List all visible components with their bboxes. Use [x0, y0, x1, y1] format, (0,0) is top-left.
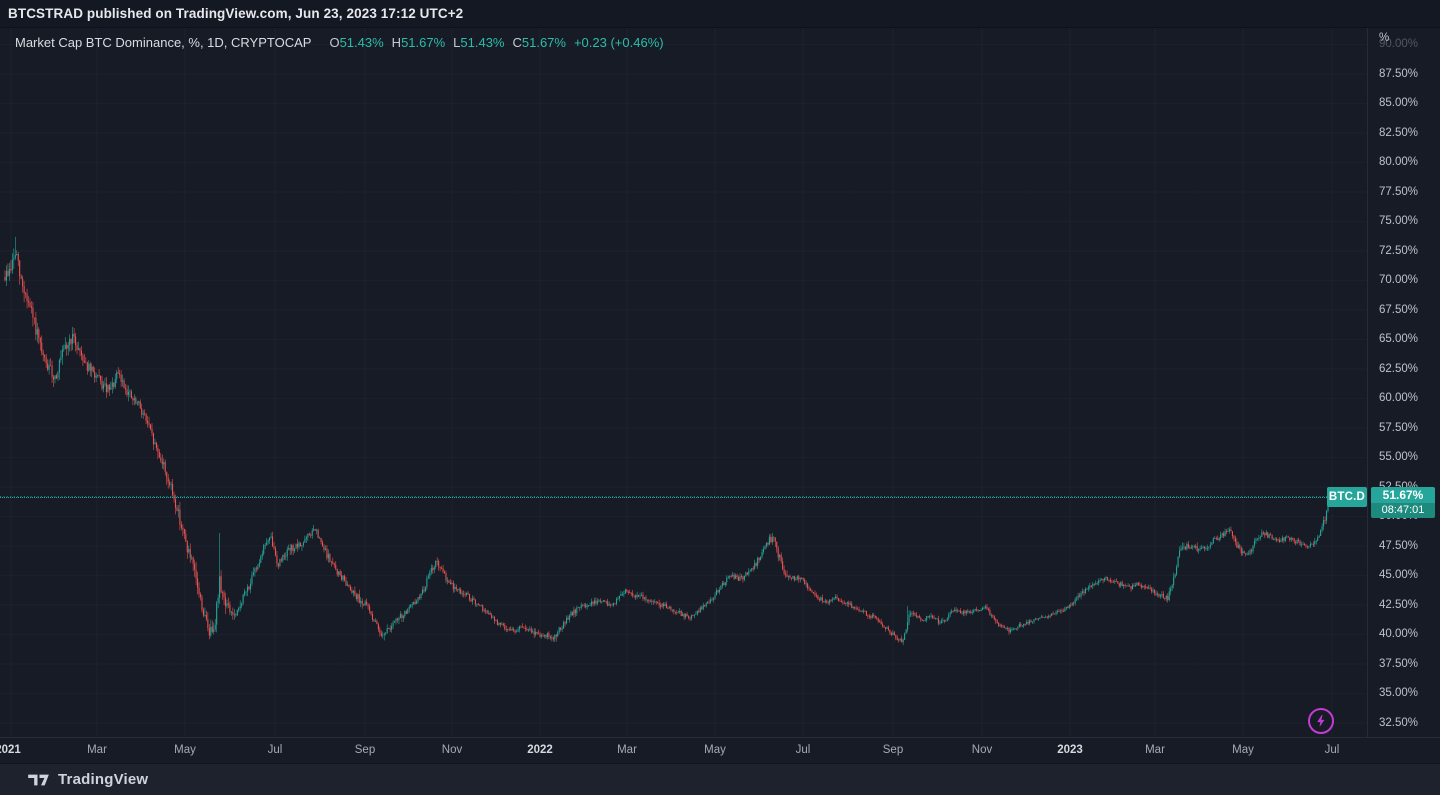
price-axis-unit: % — [1379, 32, 1390, 44]
time-axis-month-label: Sep — [882, 744, 904, 756]
price-tick-label: 85.00% — [1379, 97, 1419, 109]
price-tick-label: 45.00% — [1379, 569, 1419, 581]
price-tick-label: 40.00% — [1379, 628, 1419, 640]
price-tick-label: 65.00% — [1379, 333, 1419, 345]
idea-publish-marker[interactable] — [1308, 708, 1334, 734]
chart-legend: Market Cap BTC Dominance, %, 1D, CRYPTOC… — [15, 32, 664, 52]
ohlc-values: O 51.43% H 51.67% L 51.43% C 51.67% — [321, 35, 566, 50]
candlestick-chart-canvas[interactable] — [0, 28, 1367, 737]
footer-bar: TradingView — [0, 763, 1440, 795]
time-axis-month-label: May — [1232, 744, 1254, 756]
tradingview-brand[interactable]: TradingView — [58, 771, 149, 788]
price-tick-label: 77.50% — [1379, 185, 1419, 198]
symbol-price-badge: BTC.D — [1327, 486, 1367, 507]
chart-area: Market Cap BTC Dominance, %, 1D, CRYPTOC… — [0, 28, 1440, 763]
price-tick-label: 62.50% — [1379, 362, 1419, 375]
price-tick-label: 55.00% — [1379, 451, 1419, 463]
time-axis-month-label: Mar — [617, 744, 637, 756]
change-value: +0.23 (+0.46%) — [573, 34, 664, 50]
ohlc-value: 51.43% — [339, 34, 384, 50]
price-tick-label: 87.50% — [1379, 67, 1419, 80]
time-axis-month-label: May — [704, 744, 726, 756]
price-tick-label: 37.50% — [1379, 657, 1419, 670]
time-axis[interactable]: 2021 Mar May Jul Sep Nov 2022 Mar May Jul Sep Nov 20… — [0, 737, 1440, 763]
price-tick-label: 72.50% — [1379, 244, 1419, 257]
price-tick-label: 75.00% — [1379, 215, 1419, 227]
ohlc-letter: L — [453, 34, 461, 50]
last-price-line — [0, 496, 1327, 498]
price-tick-label: 70.00% — [1379, 274, 1419, 286]
ohlc-value: 51.67% — [401, 34, 446, 50]
last-price-value: 51.67% — [1371, 486, 1435, 503]
tradingview-logo-icon — [28, 774, 49, 785]
time-axis-month-label: Jul — [267, 744, 283, 756]
price-tick-label: 35.00% — [1379, 687, 1419, 699]
time-axis-year-label: 2021 — [0, 744, 21, 756]
price-axis[interactable]: % 90.00% 87.50% 85.00% 82.50% 80.00% 77.50% 75… — [1367, 28, 1440, 737]
ohlc-letter: H — [391, 34, 402, 50]
publish-info-bar: BTCSTRAD published on TradingView.com, J… — [0, 0, 1440, 28]
price-tick-label: 82.50% — [1379, 126, 1419, 139]
price-tick-label: 67.50% — [1379, 303, 1419, 316]
price-tick-label: 47.50% — [1379, 539, 1419, 552]
price-tick-label: 90.00% — [1379, 38, 1419, 50]
symbol-title[interactable]: Market Cap BTC Dominance, %, 1D, CRYPTOC… — [15, 34, 312, 50]
publish-info-text: BTCSTRAD published on TradingView.com, J… — [8, 6, 464, 21]
time-axis-year-label: 2022 — [527, 744, 553, 756]
price-tick-label: 80.00% — [1379, 156, 1419, 168]
ohlc-value: 51.43% — [460, 34, 505, 50]
price-tick-label: 57.50% — [1379, 421, 1419, 434]
time-axis-month-label: Sep — [354, 744, 376, 756]
time-axis-year-label: 2023 — [1057, 744, 1083, 756]
time-axis-month-label: Nov — [971, 744, 993, 756]
time-axis-month-label: May — [174, 744, 196, 756]
time-axis-month-label: Nov — [441, 744, 463, 756]
last-price-label: 51.67% 08:47:01 — [1371, 486, 1435, 518]
time-axis-month-label: Mar — [87, 744, 107, 756]
time-axis-month-label: Mar — [1145, 744, 1165, 756]
ohlc-letter: O — [329, 34, 340, 50]
price-tick-label: 60.00% — [1379, 392, 1419, 404]
time-axis-month-label: Jul — [1324, 744, 1340, 756]
price-tick-label: 42.50% — [1379, 598, 1419, 611]
bar-countdown: 08:47:01 — [1371, 502, 1435, 518]
ohlc-letter: C — [512, 34, 522, 50]
time-axis-month-label: Jul — [795, 744, 811, 756]
price-tick-label: 32.50% — [1379, 716, 1419, 729]
lightning-bolt-icon — [1317, 715, 1325, 727]
ohlc-value: 51.67% — [521, 34, 566, 50]
